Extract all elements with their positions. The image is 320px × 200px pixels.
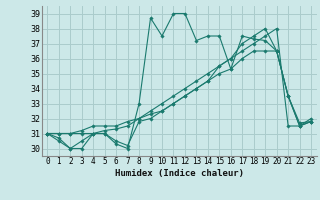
X-axis label: Humidex (Indice chaleur): Humidex (Indice chaleur) [115,169,244,178]
